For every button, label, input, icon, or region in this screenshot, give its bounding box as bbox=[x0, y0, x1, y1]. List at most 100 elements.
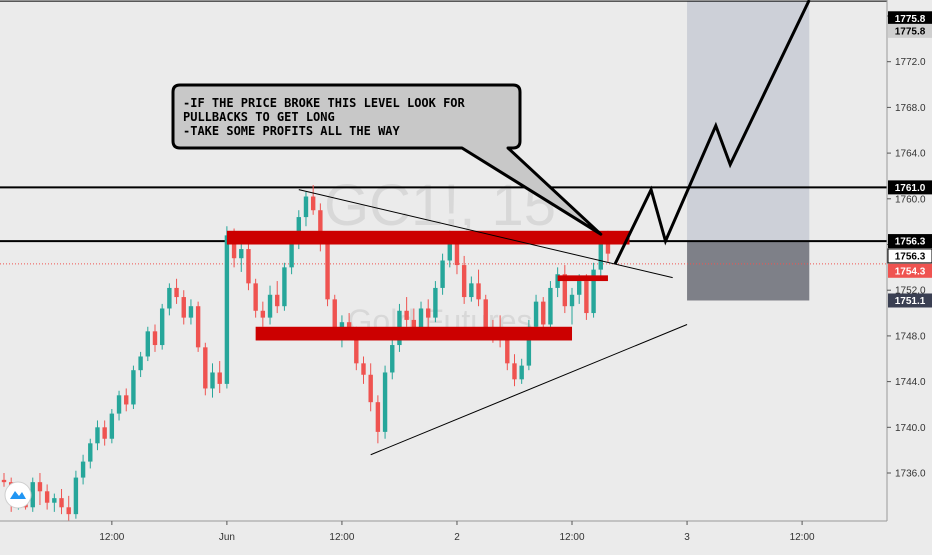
trendline[interactable] bbox=[298, 189, 673, 279]
candle[interactable] bbox=[52, 493, 57, 512]
projection-path[interactable] bbox=[613, 0, 811, 265]
candle[interactable] bbox=[95, 420, 100, 451]
candle[interactable] bbox=[73, 470, 79, 519]
candle-body bbox=[562, 274, 568, 307]
candle[interactable] bbox=[548, 281, 553, 330]
candle-body bbox=[116, 395, 122, 414]
candle[interactable] bbox=[102, 420, 107, 446]
candle[interactable] bbox=[152, 324, 158, 352]
candle[interactable] bbox=[325, 239, 330, 307]
price-tag-label: 1775.8 bbox=[895, 14, 926, 25]
candle[interactable] bbox=[562, 265, 568, 314]
price-tag: 1775.8 bbox=[888, 11, 932, 26]
candle[interactable] bbox=[203, 342, 208, 396]
candle-body bbox=[555, 274, 560, 288]
candle[interactable] bbox=[224, 226, 230, 389]
candle[interactable] bbox=[260, 301, 266, 327]
candle[interactable] bbox=[555, 267, 560, 298]
candle-body bbox=[195, 306, 201, 348]
candle[interactable] bbox=[361, 356, 366, 384]
candle[interactable] bbox=[469, 276, 474, 302]
candle[interactable] bbox=[368, 363, 373, 412]
zone-rectangle[interactable] bbox=[255, 326, 573, 341]
candle[interactable] bbox=[188, 299, 194, 325]
candle[interactable] bbox=[390, 338, 395, 380]
candle-body bbox=[332, 299, 337, 334]
candle-body bbox=[37, 482, 43, 492]
candle[interactable] bbox=[239, 244, 244, 272]
trendline[interactable] bbox=[370, 324, 688, 456]
candle[interactable] bbox=[159, 303, 165, 350]
candle[interactable] bbox=[44, 484, 50, 510]
candle[interactable] bbox=[124, 388, 129, 412]
candle[interactable] bbox=[440, 253, 445, 295]
candle-body bbox=[239, 249, 244, 259]
projection-polyline[interactable] bbox=[613, 0, 811, 265]
candle[interactable] bbox=[275, 281, 280, 314]
candle[interactable] bbox=[519, 358, 524, 384]
candle[interactable] bbox=[138, 351, 143, 378]
candle-body bbox=[310, 196, 316, 211]
candle[interactable] bbox=[310, 185, 316, 215]
tradingview-logo-icon[interactable] bbox=[4, 481, 32, 509]
candle[interactable] bbox=[591, 262, 596, 318]
candle[interactable] bbox=[404, 297, 409, 327]
candle[interactable] bbox=[88, 438, 93, 469]
candle-body bbox=[102, 427, 107, 439]
target-box-lower[interactable] bbox=[687, 241, 810, 301]
candle-body bbox=[577, 281, 582, 295]
x-axis[interactable]: 12:00 Jun 12:00 2 12:00 3 12:00 bbox=[0, 520, 932, 550]
y-tick-label: 1760.0 bbox=[895, 194, 926, 205]
candle[interactable] bbox=[181, 290, 186, 325]
candle[interactable] bbox=[282, 262, 287, 311]
candle-body bbox=[476, 283, 481, 300]
candle[interactable] bbox=[375, 395, 381, 444]
candle[interactable] bbox=[382, 365, 388, 439]
candle-body bbox=[361, 363, 366, 375]
candle[interactable] bbox=[584, 274, 589, 320]
zone-rectangle[interactable] bbox=[226, 230, 630, 245]
candle-body bbox=[80, 461, 86, 478]
candle[interactable] bbox=[512, 354, 517, 387]
candle[interactable] bbox=[433, 281, 438, 323]
y-tick-label: 1752.0 bbox=[895, 286, 926, 297]
candle[interactable] bbox=[210, 363, 215, 398]
candle-body bbox=[318, 210, 323, 245]
callout-bubble[interactable] bbox=[171, 83, 603, 236]
candle[interactable] bbox=[167, 283, 172, 316]
candle[interactable] bbox=[217, 361, 222, 394]
zone-rectangle[interactable] bbox=[557, 275, 608, 282]
triangle-trendlines[interactable] bbox=[298, 189, 688, 456]
support-resistance-zones[interactable] bbox=[226, 230, 630, 341]
candle[interactable] bbox=[569, 287, 575, 325]
candle-body bbox=[505, 340, 510, 364]
candle[interactable] bbox=[30, 477, 35, 512]
candle[interactable] bbox=[59, 489, 64, 515]
candle[interactable] bbox=[303, 191, 309, 227]
candle[interactable] bbox=[461, 255, 467, 304]
candle[interactable] bbox=[66, 495, 71, 521]
candle[interactable] bbox=[476, 269, 481, 307]
candle[interactable] bbox=[174, 278, 179, 304]
candle-body bbox=[289, 242, 294, 268]
candle-body bbox=[224, 235, 230, 384]
candle[interactable] bbox=[131, 365, 136, 410]
candle[interactable] bbox=[1, 473, 7, 487]
candle-body bbox=[569, 294, 575, 307]
candle[interactable] bbox=[145, 326, 150, 362]
candle-body bbox=[267, 294, 273, 318]
candle[interactable] bbox=[80, 454, 86, 485]
candle[interactable] bbox=[109, 409, 115, 444]
y-axis[interactable]: 1736.01740.01744.01748.01752.01756.01760… bbox=[886, 0, 932, 550]
candle[interactable] bbox=[195, 301, 201, 352]
candle[interactable] bbox=[541, 297, 546, 332]
candle[interactable] bbox=[37, 473, 43, 506]
candle-body bbox=[411, 319, 417, 330]
candle[interactable] bbox=[246, 242, 251, 291]
callout[interactable]: -IF THE PRICE BROKE THIS LEVEL LOOK FOR … bbox=[171, 83, 603, 236]
candle[interactable] bbox=[267, 285, 273, 325]
candle[interactable] bbox=[426, 299, 431, 330]
candle[interactable] bbox=[253, 278, 258, 318]
candle[interactable] bbox=[116, 390, 122, 421]
